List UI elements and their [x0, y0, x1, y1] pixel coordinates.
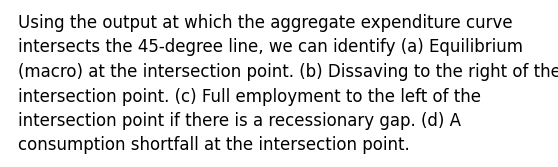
Text: intersection point. (c) Full employment to the left of the: intersection point. (c) Full employment …: [18, 88, 481, 106]
Text: (macro) at the intersection point. (b) Dissaving to the right of the: (macro) at the intersection point. (b) D…: [18, 63, 558, 81]
Text: intersection point if there is a recessionary gap. (d) A: intersection point if there is a recessi…: [18, 112, 461, 130]
Text: Using the output at which the aggregate expenditure curve: Using the output at which the aggregate …: [18, 14, 513, 32]
Text: intersects the 45-degree line, we can identify (a) Equilibrium: intersects the 45-degree line, we can id…: [18, 39, 523, 56]
Text: consumption shortfall at the intersection point.: consumption shortfall at the intersectio…: [18, 136, 410, 154]
